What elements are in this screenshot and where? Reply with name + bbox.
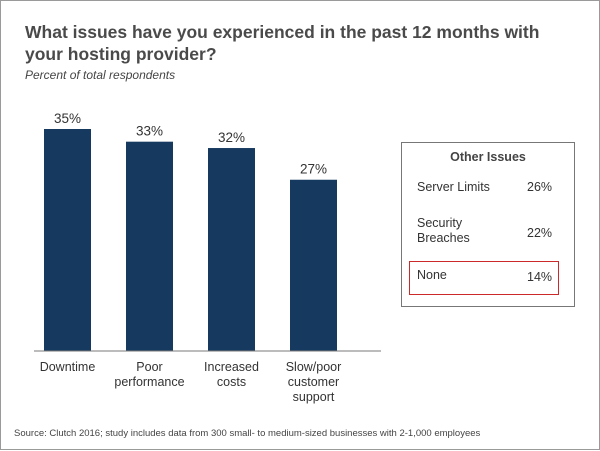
data-label-1: 33%	[136, 124, 163, 139]
none-highlight-box	[409, 261, 559, 295]
bar-2	[208, 148, 255, 351]
other-issue-label-server-limits: Server Limits	[417, 180, 490, 195]
data-label-2: 32%	[218, 130, 245, 145]
category-label-3: support	[293, 390, 335, 404]
category-label-2: Increased	[204, 360, 259, 374]
category-label-1: Poor	[136, 360, 162, 374]
other-issue-label-line: Security	[417, 216, 463, 230]
other-issue-value-security-breaches: 22%	[527, 226, 553, 240]
bar-0	[44, 129, 91, 351]
category-label-2: costs	[217, 375, 246, 389]
other-issue-value-server-limits: 26%	[527, 180, 553, 194]
bars-layer	[44, 129, 337, 351]
other-issue-label-line: Breaches	[417, 231, 470, 245]
other-issues-box: Other Issues Server Limits 26% Security …	[401, 142, 575, 307]
category-label-3: Slow/poor	[286, 360, 342, 374]
other-issue-value-none: 14%	[527, 270, 553, 284]
other-issue-label-line: Server Limits	[417, 180, 490, 194]
source-note: Source: Clutch 2016; study includes data…	[14, 428, 481, 439]
category-label-3: customer	[288, 375, 339, 389]
chart-title: What issues have you experienced in the …	[25, 22, 540, 64]
chart-subtitle: Percent of total respondents	[25, 68, 176, 82]
category-label-1: performance	[114, 375, 184, 389]
data-label-3: 27%	[300, 162, 327, 177]
bar-1	[126, 141, 173, 351]
bar-3	[290, 179, 337, 351]
other-issue-label-security-breaches: Security Breaches	[417, 216, 470, 246]
other-issue-label-none: None	[417, 268, 447, 283]
category-label-0: Downtime	[40, 360, 96, 374]
other-issue-label-line: None	[417, 268, 447, 282]
data-label-0: 35%	[54, 111, 81, 126]
other-issues-title: Other Issues	[450, 150, 526, 164]
